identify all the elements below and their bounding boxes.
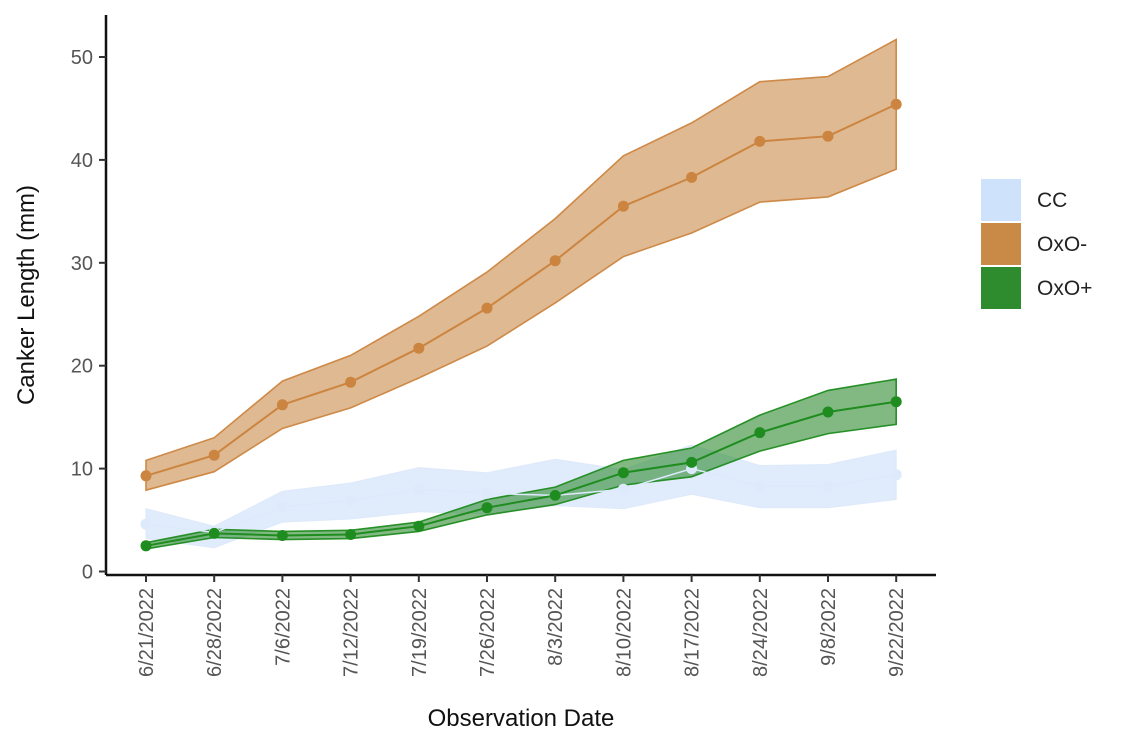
x-tick-label: 8/10/2022	[613, 588, 635, 677]
point-cc	[345, 495, 357, 506]
point-oxominus	[890, 98, 902, 110]
line-oxominus	[145, 103, 897, 477]
x-tick-label: 9/22/2022	[886, 588, 908, 677]
point-cc	[822, 480, 834, 492]
line-oxoplus	[145, 400, 897, 547]
x-tick-label: 7/19/2022	[409, 588, 431, 677]
legend-label-oxominus: OxO-	[1037, 233, 1087, 256]
y-axis-title: Canker Length (mm)	[13, 185, 40, 405]
point-cc	[754, 480, 766, 492]
data-points	[140, 98, 902, 552]
legend-label-cc: CC	[1037, 189, 1067, 212]
series-lines	[145, 103, 897, 547]
x-tick-label: 8/17/2022	[682, 588, 704, 677]
point-oxoplus	[754, 427, 766, 439]
point-oxominus	[754, 135, 766, 147]
x-tick-label: 8/3/2022	[545, 588, 567, 666]
point-cc	[276, 501, 288, 513]
legend-swatch-oxominus	[979, 221, 1023, 267]
band-oxominus	[145, 38, 898, 492]
point-cc	[481, 487, 493, 499]
line-cc	[145, 467, 897, 534]
legend: CC OxO- OxO+	[979, 177, 1092, 311]
x-tick-label: 7/6/2022	[272, 588, 294, 666]
legend-swatch-cc	[979, 177, 1023, 223]
point-oxominus	[140, 470, 152, 482]
point-oxominus	[686, 171, 698, 183]
x-tick-label: 6/21/2022	[136, 588, 158, 677]
y-tick-label: 20	[71, 356, 93, 378]
point-cc	[413, 483, 425, 495]
x-axis-ticks: 6/21/2022 6/28/2022 7/6/2022 7/12/2022 7/19/…	[136, 575, 908, 677]
point-oxoplus	[345, 529, 357, 540]
legend-label-oxoplus: OxO+	[1037, 277, 1092, 300]
point-oxominus	[276, 399, 288, 411]
confidence-bands	[145, 38, 898, 550]
point-oxominus	[413, 342, 425, 354]
point-oxoplus	[822, 406, 834, 418]
y-axis-ticks: 0 10 20 30 40 50	[71, 47, 106, 584]
point-oxoplus	[686, 456, 698, 468]
point-oxoplus	[481, 502, 493, 514]
point-oxominus	[481, 302, 493, 314]
y-tick-label: 0	[82, 562, 93, 584]
point-oxoplus	[276, 530, 288, 541]
x-tick-label: 7/12/2022	[341, 588, 363, 677]
point-oxoplus	[140, 540, 152, 552]
y-tick-label: 50	[71, 47, 93, 69]
y-tick-label: 40	[71, 150, 93, 172]
point-oxoplus	[549, 489, 561, 501]
point-cc	[617, 483, 629, 495]
point-oxoplus	[208, 527, 220, 539]
point-oxoplus	[413, 520, 425, 532]
point-oxominus	[549, 255, 561, 267]
point-cc	[140, 518, 152, 530]
point-oxoplus	[617, 467, 629, 479]
point-oxoplus	[890, 396, 902, 408]
legend-swatch-oxoplus	[979, 265, 1023, 311]
point-oxominus	[345, 376, 357, 388]
x-axis-title: Observation Date	[428, 705, 615, 732]
x-tick-label: 9/8/2022	[818, 588, 840, 666]
x-tick-label: 8/24/2022	[750, 588, 772, 677]
x-tick-label: 7/26/2022	[477, 588, 499, 677]
point-cc	[890, 469, 902, 481]
y-tick-label: 30	[71, 253, 93, 275]
point-oxominus	[208, 449, 220, 461]
point-oxominus	[617, 200, 629, 212]
y-tick-label: 10	[71, 459, 93, 481]
point-oxominus	[822, 130, 834, 142]
x-tick-label: 6/28/2022	[204, 588, 226, 677]
